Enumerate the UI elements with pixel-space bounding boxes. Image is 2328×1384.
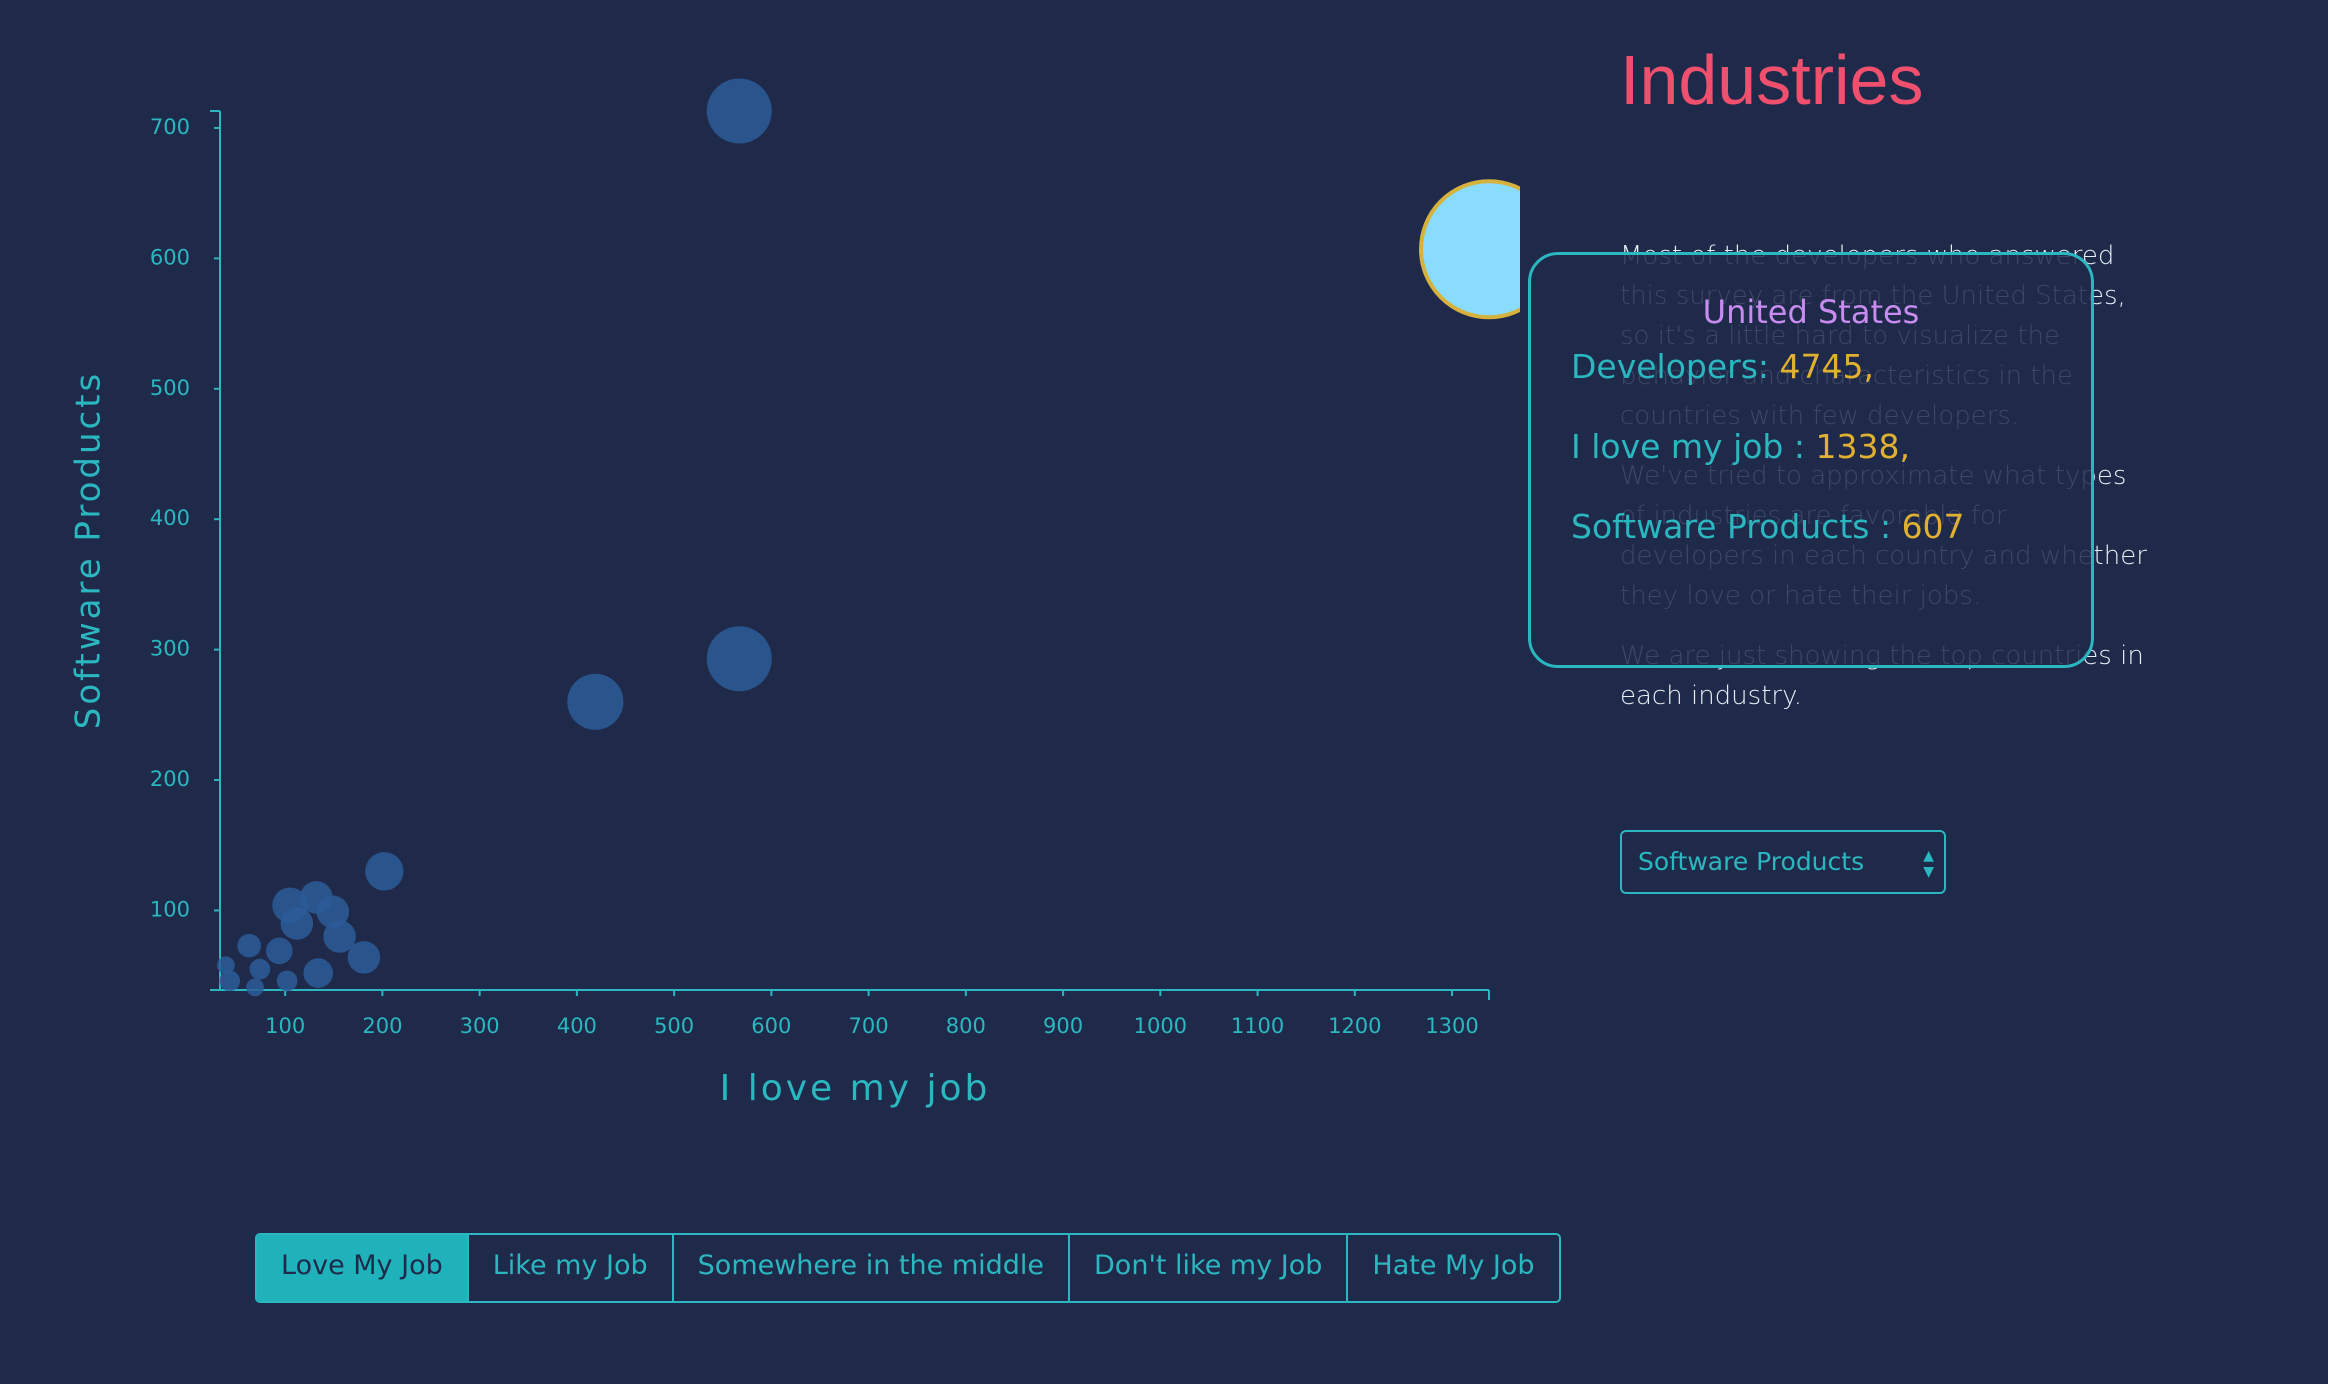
x-tick-label: 700 (849, 1014, 889, 1038)
y-tick-label: 100 (150, 897, 190, 921)
x-axis-label: I love my job (720, 1068, 991, 1109)
bubble (347, 941, 381, 974)
bubble (706, 78, 772, 144)
y-tick-label: 300 (150, 637, 190, 661)
bubble (246, 978, 264, 997)
tooltip: United States Developers: 4745, I love my… (1528, 252, 2094, 668)
button-group: Love My Job Like my Job Somewhere in the m… (255, 1233, 1561, 1303)
select-arrows: ▲ ▼ (1923, 848, 1934, 880)
x-tick-label: 1100 (1231, 1014, 1284, 1038)
y-tick-label: 200 (150, 767, 190, 791)
x-tick-label: 200 (362, 1014, 402, 1038)
chart: Software Products I love my job 100 200 30… (69, 78, 1520, 1109)
filter-button[interactable]: Somewhere in the middle (671, 1235, 1068, 1301)
y-axis-label: Software Products (69, 371, 109, 730)
tooltip-value: 4745, (1779, 347, 1875, 386)
bubble (303, 958, 333, 988)
select[interactable]: Software Products ▲ ▼ (1620, 830, 1946, 894)
tooltip-value: 1338, (1815, 427, 1910, 466)
bubble (567, 673, 624, 730)
bubble (219, 970, 241, 992)
bubble (316, 895, 350, 929)
bubble (265, 937, 293, 965)
y-tick-label: 700 (150, 115, 190, 139)
bubble (216, 956, 235, 975)
y-tick-label: 600 (150, 245, 190, 269)
bubble (237, 933, 262, 958)
tooltip-title: United States (1702, 293, 1920, 331)
x-tick-label: 400 (557, 1014, 597, 1038)
x-tick-label: 500 (654, 1014, 694, 1038)
bubble (276, 970, 298, 992)
filter-button[interactable]: Don't like my Job (1068, 1235, 1346, 1301)
filter-button[interactable]: Love My Job (257, 1235, 467, 1301)
bubble-hovered (1419, 179, 1520, 320)
x-tick-label: 900 (1043, 1014, 1083, 1038)
y-tick-label: 400 (150, 506, 190, 530)
filter-button[interactable]: Like my Job (466, 1235, 672, 1301)
tooltip-value: 607 (1901, 507, 1965, 546)
bubble (323, 920, 356, 953)
x-tick-label: 1200 (1328, 1014, 1381, 1038)
tooltip-label: Software Products : (1571, 507, 1892, 546)
x-tick-label: 800 (946, 1014, 986, 1038)
y-tick-label: 500 (150, 376, 190, 400)
x-tick-label: 300 (460, 1014, 500, 1038)
bubble (280, 907, 314, 940)
tooltip-row: Software Products : 607 (1571, 507, 1965, 546)
x-tick-label: 1300 (1425, 1014, 1478, 1038)
bubble (249, 958, 271, 980)
x-tick-label: 600 (751, 1014, 791, 1038)
bubble (706, 626, 772, 692)
x-tick-label: 1000 (1134, 1014, 1187, 1038)
tooltip-label: Developers: (1571, 347, 1770, 386)
tooltip-row: I love my job : 1338, (1571, 427, 1910, 466)
filter-button[interactable]: Hate My Job (1346, 1235, 1558, 1301)
select-value: Software Products (1638, 847, 1865, 876)
x-tick-label: 100 (265, 1014, 305, 1038)
heading: Industries (1620, 41, 1924, 119)
tooltip-label: I love my job : (1571, 427, 1805, 466)
bubble (365, 852, 404, 891)
tooltip-row: Developers: 4745, (1571, 347, 1874, 386)
